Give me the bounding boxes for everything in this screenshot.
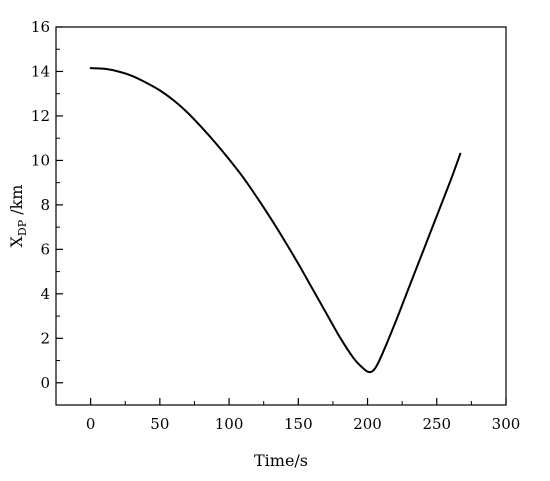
y-tick-label: 14 bbox=[31, 62, 50, 80]
x-axis-title: Time/s bbox=[254, 451, 308, 470]
x-axis-ticks: 0 50 100 150 200 250 300 bbox=[86, 398, 520, 433]
x-tick-label: 150 bbox=[284, 415, 313, 433]
y-axis-title-suffix: /km bbox=[7, 185, 26, 220]
x-tick-label: 200 bbox=[353, 415, 382, 433]
x-tick-label: 100 bbox=[215, 415, 244, 433]
y-tick-label: 8 bbox=[40, 196, 50, 214]
series-line bbox=[89, 67, 462, 374]
y-tick-label: 12 bbox=[31, 107, 50, 125]
y-axis-title-main: X bbox=[7, 235, 26, 247]
y-tick-label: 4 bbox=[40, 285, 50, 303]
x-tick-label: 300 bbox=[492, 415, 521, 433]
y-axis-ticks: 0 2 4 6 8 10 12 14 16 bbox=[31, 18, 63, 392]
y-axis-title: XDP /km bbox=[7, 185, 29, 248]
x-tick-label: 50 bbox=[150, 415, 169, 433]
x-tick-label: 0 bbox=[86, 415, 96, 433]
x-tick-label: 250 bbox=[422, 415, 451, 433]
y-tick-label: 16 bbox=[31, 18, 50, 36]
y-tick-label: 10 bbox=[31, 151, 50, 169]
plot-area-frame bbox=[55, 26, 507, 406]
y-tick-label: 6 bbox=[40, 240, 50, 258]
y-tick-label: 0 bbox=[40, 374, 50, 392]
y-axis-title-sub: DP bbox=[16, 219, 29, 236]
y-tick-label: 2 bbox=[40, 329, 50, 347]
